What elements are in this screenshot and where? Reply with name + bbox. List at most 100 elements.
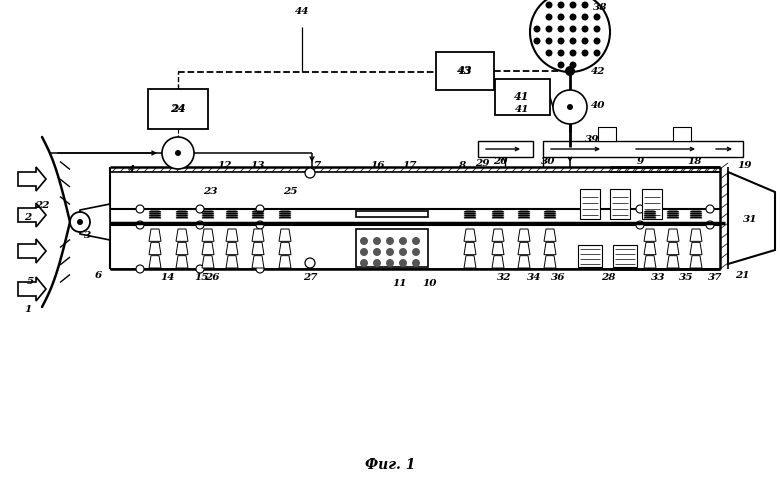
Polygon shape <box>690 229 702 242</box>
Polygon shape <box>279 213 291 214</box>
Polygon shape <box>226 211 238 212</box>
Bar <box>610 189 630 219</box>
Circle shape <box>412 248 420 256</box>
Polygon shape <box>667 243 679 255</box>
Circle shape <box>534 25 541 33</box>
Polygon shape <box>202 243 214 255</box>
Polygon shape <box>18 277 46 301</box>
Circle shape <box>530 0 610 72</box>
Circle shape <box>399 237 407 245</box>
Text: 36: 36 <box>551 273 566 281</box>
Circle shape <box>582 50 588 56</box>
Polygon shape <box>492 211 504 212</box>
Polygon shape <box>518 256 530 268</box>
Polygon shape <box>176 217 188 218</box>
Polygon shape <box>667 217 679 218</box>
Text: 25: 25 <box>282 187 297 196</box>
Circle shape <box>569 37 576 44</box>
Polygon shape <box>464 215 476 216</box>
Polygon shape <box>176 229 188 242</box>
Polygon shape <box>226 229 238 242</box>
Polygon shape <box>18 239 46 263</box>
Text: 10: 10 <box>423 279 438 287</box>
Polygon shape <box>176 256 188 268</box>
Polygon shape <box>518 213 530 214</box>
Circle shape <box>594 14 601 20</box>
Text: 12: 12 <box>218 162 232 170</box>
Text: 39: 39 <box>585 134 599 144</box>
Polygon shape <box>644 229 656 242</box>
Polygon shape <box>226 243 238 255</box>
Text: 34: 34 <box>526 273 541 281</box>
Polygon shape <box>667 213 679 214</box>
Polygon shape <box>279 256 291 268</box>
Circle shape <box>256 205 264 213</box>
Circle shape <box>636 205 644 213</box>
Circle shape <box>386 259 394 267</box>
Bar <box>436 52 494 90</box>
Polygon shape <box>149 217 161 218</box>
Circle shape <box>545 1 552 8</box>
Polygon shape <box>544 243 556 255</box>
Polygon shape <box>226 256 238 268</box>
Polygon shape <box>464 213 476 214</box>
Polygon shape <box>252 215 264 216</box>
Text: 24: 24 <box>170 104 186 114</box>
Circle shape <box>545 14 552 20</box>
Polygon shape <box>252 229 264 242</box>
Circle shape <box>196 205 204 213</box>
Polygon shape <box>492 256 504 268</box>
Text: 28: 28 <box>601 273 615 281</box>
Text: 5: 5 <box>27 278 34 286</box>
Circle shape <box>545 50 552 56</box>
Text: 2: 2 <box>24 212 32 222</box>
Polygon shape <box>149 215 161 216</box>
Text: 9: 9 <box>636 157 643 167</box>
Circle shape <box>558 14 565 20</box>
Circle shape <box>569 14 576 20</box>
Circle shape <box>582 37 588 44</box>
Text: Фиг. 1: Фиг. 1 <box>365 458 415 472</box>
Text: 6: 6 <box>94 270 101 280</box>
Circle shape <box>412 259 420 267</box>
Polygon shape <box>252 213 264 214</box>
Text: 41: 41 <box>515 105 530 113</box>
Text: 38: 38 <box>593 2 608 12</box>
Bar <box>543 141 743 157</box>
Text: 16: 16 <box>370 162 385 170</box>
Polygon shape <box>644 256 656 268</box>
Bar <box>673 127 691 141</box>
Bar <box>356 229 428 267</box>
Polygon shape <box>492 215 504 216</box>
Polygon shape <box>644 211 656 212</box>
Polygon shape <box>690 256 702 268</box>
Circle shape <box>558 1 565 8</box>
Circle shape <box>636 221 644 229</box>
Circle shape <box>534 37 541 44</box>
Polygon shape <box>226 217 238 218</box>
Text: 11: 11 <box>393 279 407 287</box>
Circle shape <box>360 248 368 256</box>
Text: 18: 18 <box>688 157 702 167</box>
Bar <box>578 245 602 267</box>
Text: 29: 29 <box>475 158 489 168</box>
Circle shape <box>558 37 565 44</box>
Circle shape <box>373 259 381 267</box>
Text: 43: 43 <box>457 65 473 76</box>
Circle shape <box>558 50 565 56</box>
Circle shape <box>256 265 264 273</box>
Bar <box>613 245 637 267</box>
Text: 20: 20 <box>493 157 507 167</box>
Circle shape <box>569 61 576 69</box>
Circle shape <box>553 90 587 124</box>
Polygon shape <box>690 217 702 218</box>
Circle shape <box>136 205 144 213</box>
Circle shape <box>594 50 601 56</box>
Polygon shape <box>544 229 556 242</box>
Circle shape <box>545 37 552 44</box>
Text: 17: 17 <box>402 162 417 170</box>
Polygon shape <box>202 215 214 216</box>
Text: 37: 37 <box>707 273 722 281</box>
Polygon shape <box>149 213 161 214</box>
Polygon shape <box>518 217 530 218</box>
